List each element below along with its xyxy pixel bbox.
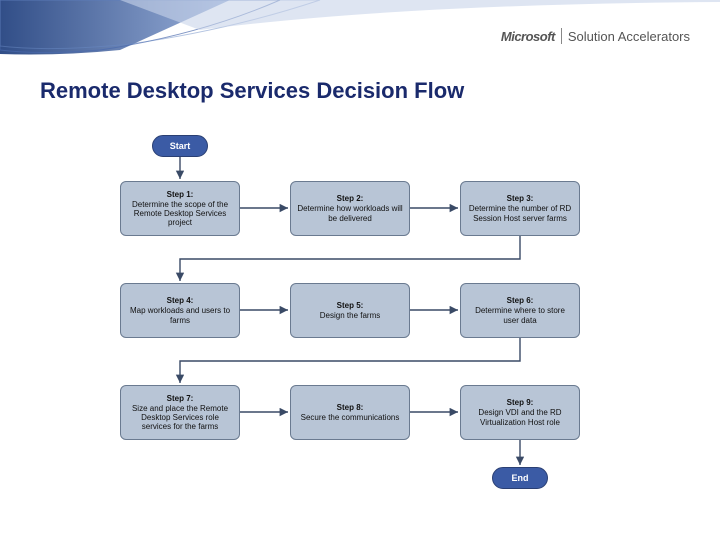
node-start: Start bbox=[152, 135, 208, 157]
decision-flowchart: Start Step 1: Determine the scope of the… bbox=[0, 125, 720, 525]
step4-title: Step 4: bbox=[167, 296, 194, 305]
logo-microsoft: Microsoft bbox=[501, 29, 555, 44]
node-step5: Step 5: Design the farms bbox=[290, 283, 410, 338]
step8-title: Step 8: bbox=[337, 403, 364, 412]
node-step2: Step 2: Determine how workloads will be … bbox=[290, 181, 410, 236]
step4-body: Map workloads and users to farms bbox=[127, 306, 233, 324]
node-step4: Step 4: Map workloads and users to farms bbox=[120, 283, 240, 338]
node-step8: Step 8: Secure the communications bbox=[290, 385, 410, 440]
node-end: End bbox=[492, 467, 548, 489]
node-start-label: Start bbox=[170, 141, 191, 151]
step9-title: Step 9: bbox=[507, 398, 534, 407]
node-step6: Step 6: Determine where to store user da… bbox=[460, 283, 580, 338]
logo-divider bbox=[561, 28, 562, 44]
node-step7: Step 7: Size and place the Remote Deskto… bbox=[120, 385, 240, 440]
node-end-label: End bbox=[512, 473, 529, 483]
node-step1: Step 1: Determine the scope of the Remot… bbox=[120, 181, 240, 236]
step7-body: Size and place the Remote Desktop Servic… bbox=[127, 404, 233, 432]
node-step9: Step 9: Design VDI and the RD Virtualiza… bbox=[460, 385, 580, 440]
step6-body: Determine where to store user data bbox=[467, 306, 573, 324]
step1-body: Determine the scope of the Remote Deskto… bbox=[127, 200, 233, 228]
brand-logo: Microsoft Solution Accelerators bbox=[501, 28, 690, 44]
step8-body: Secure the communications bbox=[301, 413, 400, 422]
node-step3: Step 3: Determine the number of RD Sessi… bbox=[460, 181, 580, 236]
step1-title: Step 1: bbox=[167, 190, 194, 199]
step5-body: Design the farms bbox=[320, 311, 380, 320]
logo-solution-accelerators: Solution Accelerators bbox=[568, 29, 690, 44]
step7-title: Step 7: bbox=[167, 394, 194, 403]
step3-body: Determine the number of RD Session Host … bbox=[467, 204, 573, 222]
step6-title: Step 6: bbox=[507, 296, 534, 305]
step5-title: Step 5: bbox=[337, 301, 364, 310]
step3-title: Step 3: bbox=[507, 194, 534, 203]
step9-body: Design VDI and the RD Virtualization Hos… bbox=[467, 408, 573, 426]
step2-title: Step 2: bbox=[337, 194, 364, 203]
page-title: Remote Desktop Services Decision Flow bbox=[40, 78, 464, 104]
step2-body: Determine how workloads will be delivere… bbox=[297, 204, 403, 222]
